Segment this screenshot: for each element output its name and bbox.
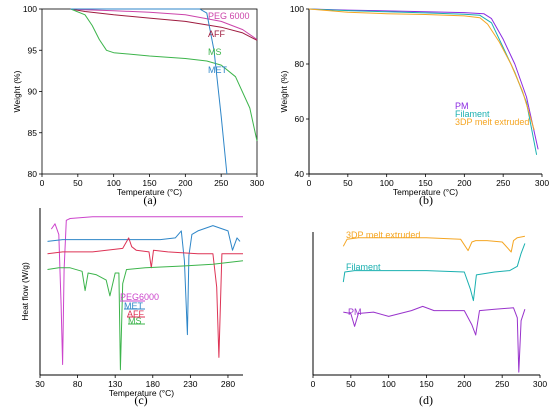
series-line-met (47, 225, 241, 336)
x-tick-label: 50 (346, 379, 356, 389)
x-tick-label: 0 (40, 178, 45, 188)
legend-label: AFF (127, 309, 145, 319)
x-axis-label: Temperature (°C) (109, 388, 174, 398)
x-tick-label: 200 (457, 178, 471, 188)
x-tick-label: 250 (495, 379, 509, 389)
legend-label: PEG6000 (120, 292, 159, 302)
x-axis-label: Temperature (°C) (117, 187, 182, 197)
legend-label: PEG 6000 (208, 11, 250, 21)
x-tick-label: 150 (142, 178, 156, 188)
legend-label: AFF (208, 29, 226, 39)
y-tick-label: 80 (295, 59, 305, 69)
y-tick-label: 60 (295, 114, 305, 124)
y-tick-label: 80 (28, 169, 38, 179)
legend-label: PM (455, 101, 469, 111)
series-line-ms (47, 260, 244, 371)
x-tick-label: 80 (73, 379, 83, 389)
x-tick-label: 250 (496, 178, 510, 188)
panel-3: 30 80 130 180 230 280 Temperature (°C) Heat flo… (20, 208, 244, 407)
series-line-ms (70, 8, 258, 142)
x-tick-label: 150 (419, 379, 433, 389)
legend-label: MS (128, 316, 142, 326)
x-tick-label: 100 (382, 379, 396, 389)
legend-label: MS (208, 47, 222, 57)
panel-label: (c) (134, 393, 147, 407)
series-line-3dp-melt-extruded (308, 8, 535, 131)
series-line-met (70, 8, 228, 175)
legend-label: Filament (455, 109, 490, 119)
x-tick-label: 0 (311, 379, 316, 389)
x-tick-label: 100 (107, 178, 121, 188)
x-tick-label: 50 (73, 178, 83, 188)
panel-label: (b) (419, 193, 433, 207)
legend-label: 3DP melt extruded (455, 117, 529, 127)
x-tick-label: 50 (343, 178, 353, 188)
y-tick-label: 85 (28, 128, 38, 138)
y-axis-label: Weight (%) (12, 70, 22, 112)
series-line-filament (308, 8, 538, 155)
y-tick-label: 40 (295, 169, 305, 179)
y-axis-label: Weight (%) (279, 70, 289, 112)
series-line-aff (70, 8, 258, 41)
x-tick-label: 30 (35, 379, 45, 389)
series-line-pm (343, 305, 526, 373)
x-tick-label: 100 (380, 178, 394, 188)
x-tick-label: 300 (250, 178, 264, 188)
series-line-peg6000 (50, 216, 243, 365)
y-tick-label: 95 (28, 45, 38, 55)
x-tick-label: 0 (307, 178, 312, 188)
x-tick-label: 280 (221, 379, 235, 389)
y-tick-label: 100 (290, 4, 304, 14)
y-axis-label: Heat flow (W/g) (20, 262, 30, 321)
series-line-3dp-melt-extruded (342, 235, 525, 253)
x-axis-label: Temperature (°C) (393, 187, 458, 197)
x-tick-label: 200 (457, 379, 471, 389)
x-tick-label: 150 (418, 178, 432, 188)
series-line-peg-6000 (70, 8, 258, 40)
series-line-filament (342, 243, 526, 302)
x-tick-label: 300 (535, 178, 549, 188)
legend-label: MET (124, 301, 144, 311)
x-tick-label: 200 (178, 178, 192, 188)
legend-label: 3DP melt extruded (346, 230, 420, 240)
legend-label: Filament (346, 262, 381, 272)
x-tick-label: 230 (183, 379, 197, 389)
x-tick-label: 130 (108, 379, 122, 389)
x-tick-label: 250 (214, 178, 228, 188)
panel-1: 0 50 100 150 200 250 30080859095100Temperature… (12, 4, 264, 207)
x-tick-label: 300 (533, 379, 547, 389)
series-line-pm (308, 8, 539, 150)
legend-label: PM (348, 307, 362, 317)
legend-label: MET (208, 65, 228, 75)
x-tick-label: 180 (146, 379, 160, 389)
panel-4: 0 50 100 150 200 250 300 3DP melt extruded Filam… (311, 230, 548, 407)
panel-label: (d) (419, 393, 433, 407)
y-tick-label: 100 (23, 4, 37, 14)
y-tick-label: 90 (28, 87, 38, 97)
panel-label: (a) (143, 193, 156, 207)
